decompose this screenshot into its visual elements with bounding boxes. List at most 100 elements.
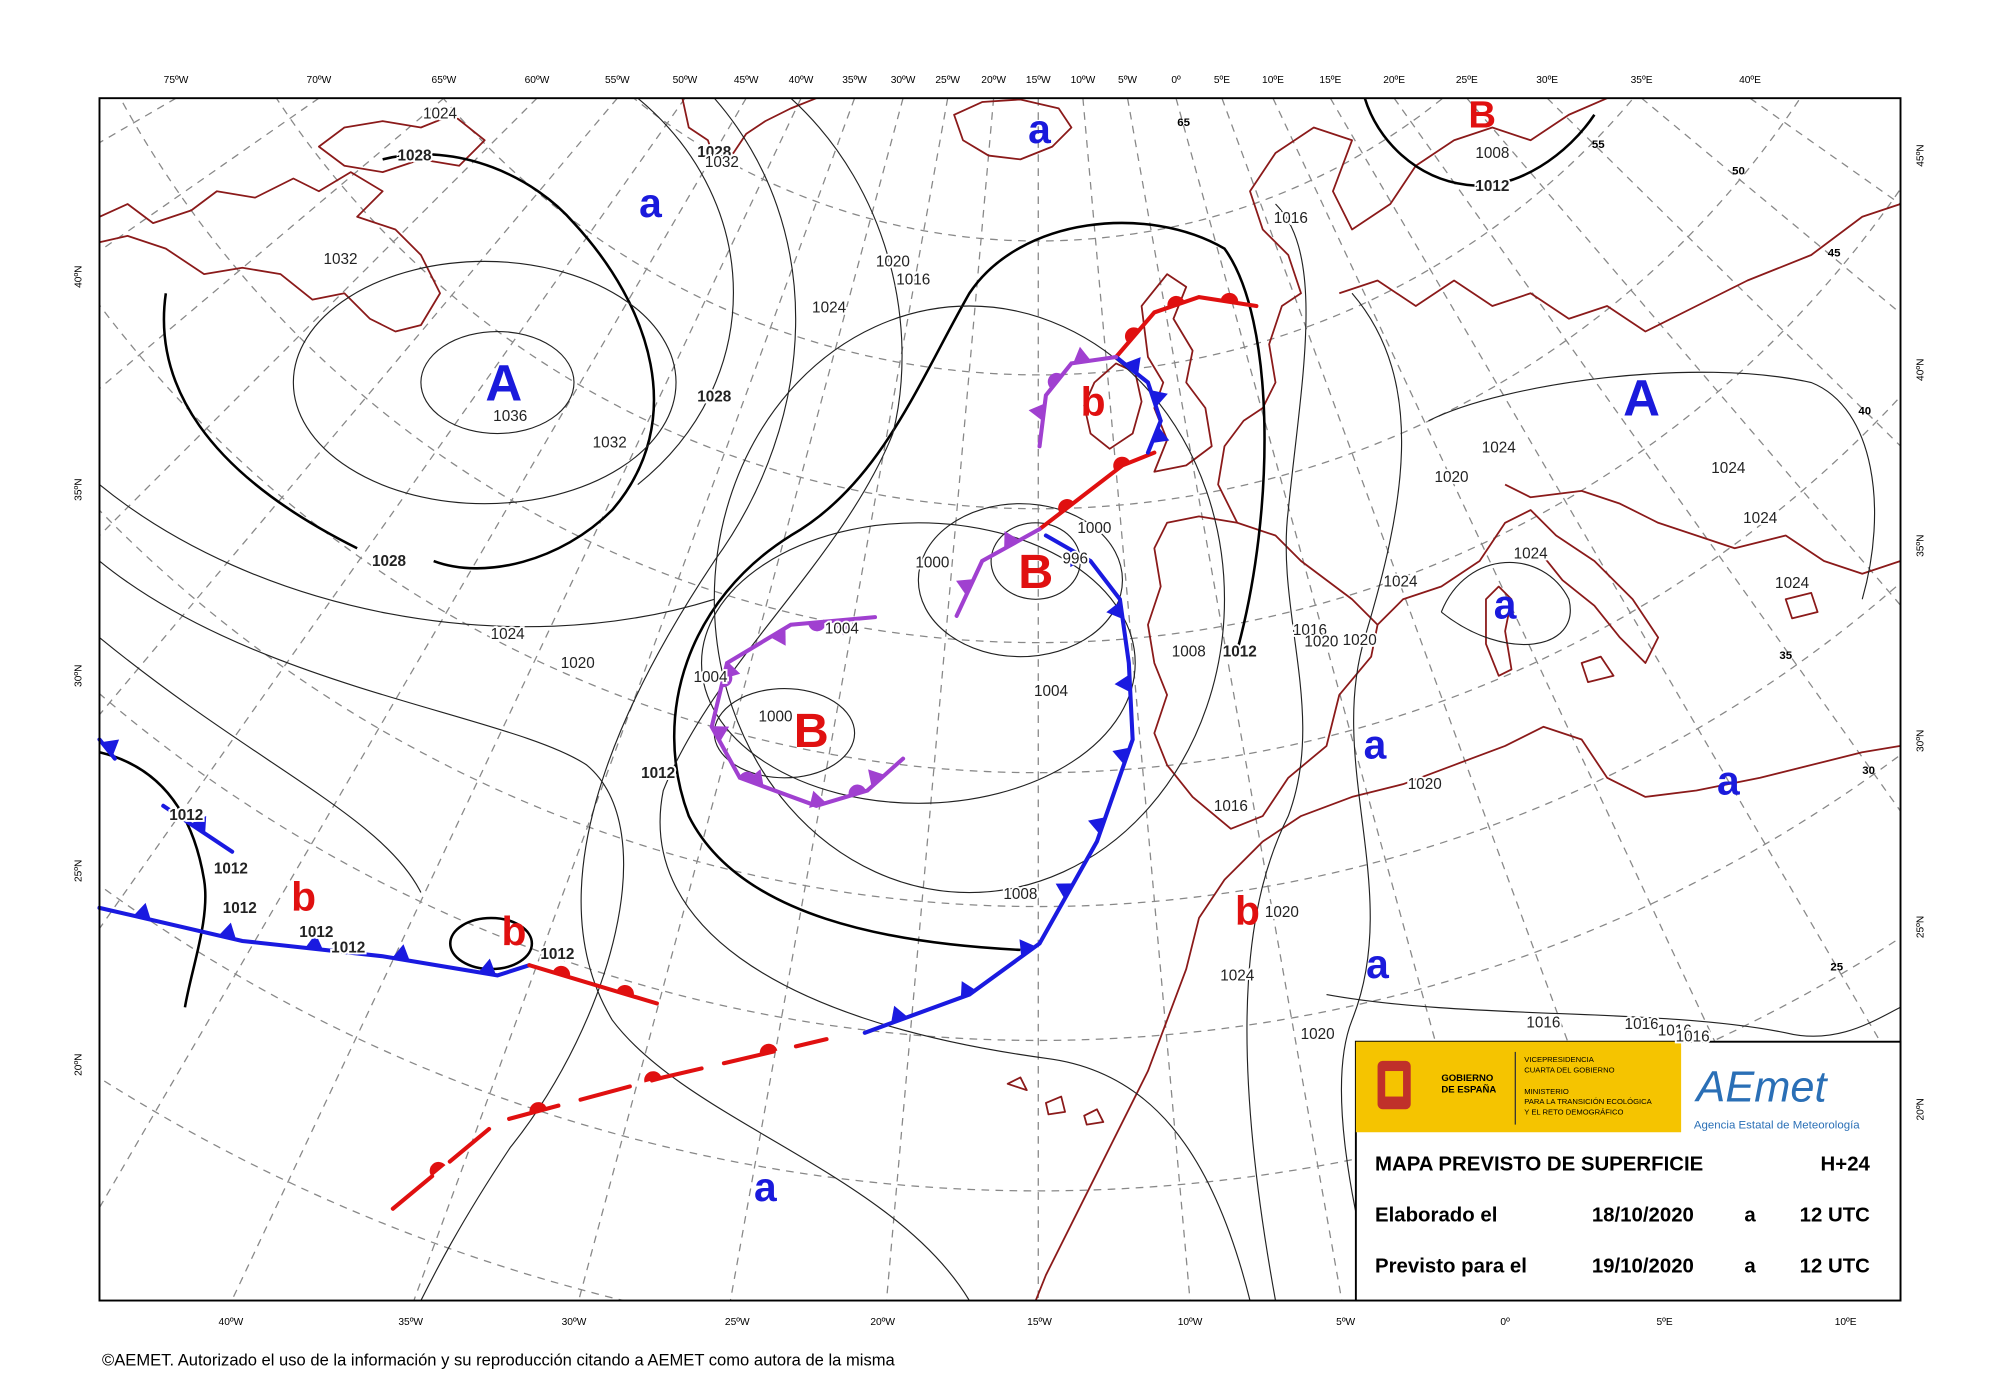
- coast-europe: [1217, 98, 1901, 524]
- front-triangle: [1070, 549, 1086, 568]
- longitude-label: 30ºE: [1536, 75, 1558, 86]
- meridian: [99, 98, 686, 930]
- parallel: [275, 98, 1801, 510]
- isobar-label: 1032: [705, 154, 739, 171]
- pressure-center: A: [485, 354, 522, 411]
- pressure-center: a: [1717, 757, 1740, 803]
- parallel: [633, 98, 1444, 242]
- info-cell: Elaborado el: [1375, 1204, 1497, 1226]
- lead-time: H+24: [1821, 1153, 1871, 1175]
- isobar-1012-west: [99, 751, 207, 1008]
- longitude-label: 5ºE: [1656, 1317, 1672, 1328]
- coast-ireland: [1083, 362, 1143, 450]
- parallel: [442, 98, 1634, 376]
- ministry-name: PARA LA TRANSICIÓN ECOLÓGICA: [1524, 1097, 1652, 1106]
- front-semicircle: [721, 669, 733, 688]
- coastlines: [99, 98, 1901, 1301]
- front-triangle: [478, 958, 497, 976]
- isobar-label: 1024: [423, 106, 458, 123]
- longitude-label: 20ºE: [1383, 75, 1405, 86]
- pressure-center: a: [754, 1164, 777, 1210]
- coast-canada: [99, 171, 441, 333]
- isobar-label: 1028: [372, 553, 407, 570]
- coast-britain: [1140, 273, 1213, 473]
- pressure-center: B: [1018, 545, 1053, 599]
- isobar-label: 1024: [1482, 440, 1517, 457]
- latitude-label: 25ºN: [74, 860, 85, 882]
- longitude-label: 70ºW: [307, 75, 332, 86]
- grid-value-label: 45: [1828, 247, 1841, 259]
- front-triangle: [891, 1005, 908, 1024]
- meridian: [1393, 98, 1901, 813]
- pressure-center: B: [794, 704, 829, 758]
- isobar-1024-b: [99, 560, 625, 1301]
- isobar-label: 1024: [1743, 510, 1778, 527]
- coast-canaries: [1006, 1076, 1105, 1126]
- front-triangle: [1114, 674, 1131, 693]
- isobar-1032: [292, 260, 677, 505]
- coast-africa: [1034, 725, 1901, 1301]
- front-triangle: [1151, 426, 1170, 444]
- pressure-center: b: [1235, 887, 1260, 933]
- isobar-label: 1016: [1658, 1022, 1692, 1039]
- isobar-label: 1000: [915, 554, 949, 571]
- meridian: [578, 98, 904, 1301]
- front-triangle: [101, 739, 120, 757]
- isobar-label: 1012: [214, 860, 248, 877]
- isobar-label: 1004: [825, 621, 860, 638]
- meridian: [1272, 98, 1837, 1301]
- government-name: GOBIERNO: [1441, 1073, 1494, 1084]
- isobar-label: 1020: [1343, 632, 1377, 649]
- isobar-label: 1016: [1293, 622, 1327, 639]
- isobar-label: 1016: [1214, 798, 1248, 815]
- pressure-center: b: [1081, 379, 1106, 425]
- front-triangle: [1124, 357, 1141, 375]
- isobar-label: 1016: [1676, 1029, 1710, 1046]
- grid-value-label: 65: [1177, 117, 1190, 129]
- warm-front-dashed: [390, 1037, 829, 1211]
- front-triangle: [868, 769, 885, 787]
- isobar-label: 1024: [1383, 574, 1418, 591]
- longitude-label: 25ºE: [1456, 75, 1478, 86]
- isobar-label: 1012: [169, 807, 203, 824]
- pressure-center: b: [291, 873, 316, 919]
- longitude-label: 35ºE: [1631, 75, 1653, 86]
- isobar-label: 1016: [1274, 210, 1308, 227]
- front-triangle: [305, 933, 323, 950]
- longitude-label: 35ºW: [842, 75, 867, 86]
- front-triangle: [809, 790, 827, 808]
- isobar-1000: [917, 503, 1124, 658]
- coast-iceland: [953, 98, 1073, 161]
- coast-islands: [1485, 585, 1819, 684]
- latitude-label: 40ºN: [1915, 359, 1926, 381]
- latitude-label: 20ºN: [1915, 1098, 1926, 1120]
- front-triangle: [1150, 390, 1168, 408]
- front-triangle: [1073, 346, 1091, 364]
- longitude-label: 10ºE: [1835, 1317, 1857, 1328]
- meridian: [99, 98, 538, 537]
- longitude-label: 45ºW: [734, 75, 759, 86]
- isobar-1004: [700, 522, 1136, 804]
- front-semicircle: [1124, 327, 1140, 344]
- front-semicircle: [1058, 499, 1075, 514]
- front-triangle: [1019, 939, 1036, 957]
- front-triangle: [190, 816, 207, 834]
- pressure-center: a: [1364, 722, 1387, 768]
- grid-value-label: 35: [1779, 650, 1792, 662]
- longitude-label: 55ºW: [605, 75, 630, 86]
- latitude-label: 30ºN: [1915, 730, 1926, 752]
- isobar-1020-b: [99, 637, 422, 893]
- pressure-center: b: [502, 908, 527, 954]
- longitude-label: 15ºW: [1027, 1317, 1052, 1328]
- crest-detail: [1385, 1071, 1404, 1097]
- longitude-label: 40ºW: [789, 75, 814, 86]
- front-semicircle: [1047, 372, 1063, 389]
- latitude-label: 30ºN: [74, 665, 85, 687]
- isobar-1024: [99, 98, 734, 628]
- cold-front: [862, 533, 1135, 1035]
- isobar-label: 1012: [1223, 644, 1257, 661]
- isobar-label: 1008: [1172, 644, 1206, 661]
- isobar-label: 1024: [1711, 460, 1746, 477]
